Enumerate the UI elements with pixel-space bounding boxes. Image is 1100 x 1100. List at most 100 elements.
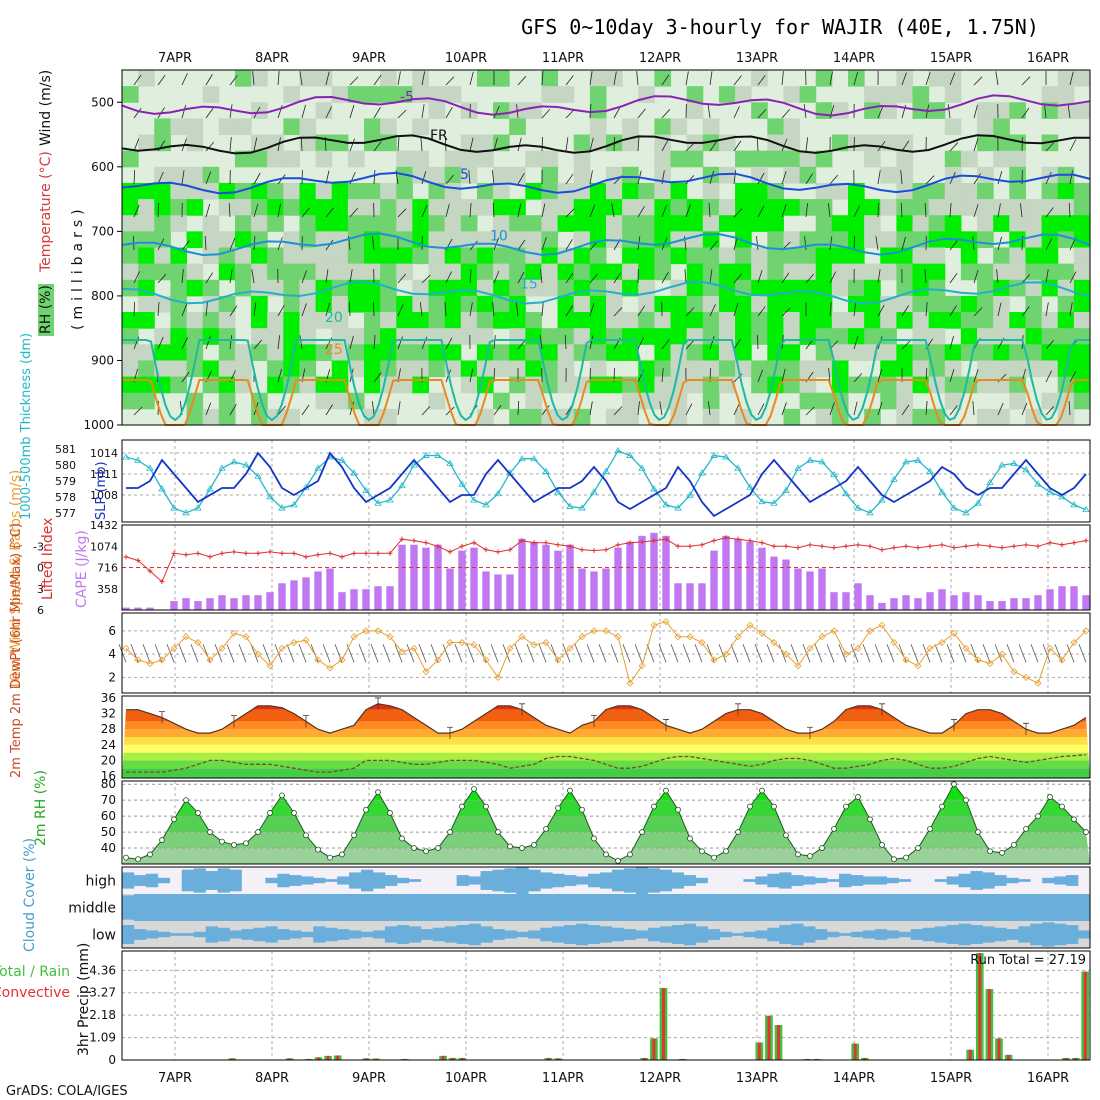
rh-cell	[122, 263, 139, 281]
rh-cell	[525, 408, 542, 426]
rh-cell	[364, 86, 381, 103]
rh-cell	[476, 295, 494, 313]
wind-barb	[325, 302, 330, 317]
wind-point	[158, 656, 166, 664]
rh-cell	[686, 150, 704, 168]
wind-point	[482, 656, 490, 664]
cloud-bar	[576, 876, 589, 885]
slp-tick: 1011	[90, 468, 118, 481]
wind-barb	[973, 76, 983, 86]
ytick-label: 24	[101, 738, 116, 752]
wind-barb	[972, 401, 975, 416]
rh-cell	[315, 102, 333, 119]
wind-barb	[252, 71, 255, 86]
rh-cell	[1009, 150, 1026, 168]
rh-cell	[896, 134, 914, 152]
rh-cell	[444, 166, 462, 184]
wind-barb	[973, 138, 979, 152]
rh-cell	[525, 392, 542, 410]
rh-point	[171, 816, 177, 823]
rh-cell	[928, 215, 946, 232]
cape-bar	[890, 598, 898, 610]
cape-bar	[758, 547, 766, 610]
wind-barb	[229, 305, 238, 317]
rh-cell	[880, 360, 897, 378]
rh-cell	[283, 328, 300, 345]
rh-cell	[977, 134, 994, 152]
rh-cell	[993, 360, 1010, 378]
rh-cell	[864, 295, 881, 313]
rh-cell	[993, 295, 1010, 313]
rh-cell	[267, 312, 284, 329]
rh-cell	[396, 215, 413, 232]
rh-cell	[880, 392, 897, 410]
thickness-point	[854, 504, 862, 511]
rh-cell	[460, 376, 478, 394]
wind-barb	[325, 106, 333, 119]
wind-barb	[709, 240, 718, 251]
cloud-bar	[839, 894, 852, 921]
wind-barb	[133, 138, 140, 152]
rh-cell	[1009, 247, 1026, 265]
rh-cell	[1057, 328, 1075, 345]
rh-cell	[993, 215, 1010, 232]
rh-cell	[138, 199, 155, 216]
cape-bar	[770, 556, 778, 610]
rh-cell	[880, 199, 897, 216]
rh-cell	[686, 215, 704, 232]
rh-cell	[718, 360, 736, 378]
date-label-bottom: 8APR	[255, 1071, 289, 1086]
rh-cell	[493, 344, 510, 361]
rh-cell	[1057, 102, 1075, 119]
cape-bar	[902, 595, 910, 610]
rh-cell	[218, 392, 236, 410]
wind-barb	[229, 237, 236, 251]
wind-barb	[853, 236, 856, 251]
wind-point	[1010, 668, 1018, 676]
temp-minmax	[1023, 722, 1029, 736]
wind-barb	[469, 71, 474, 86]
wind-barb	[541, 137, 544, 152]
rh-cell	[364, 215, 381, 232]
cloud-bar	[755, 930, 768, 939]
rh-cell	[1009, 215, 1026, 232]
wind-barb	[924, 203, 927, 218]
wind-barb	[757, 270, 763, 284]
rh-cell	[960, 182, 978, 200]
rh-cell	[573, 263, 591, 281]
wind-barb	[493, 105, 500, 119]
rh-cell	[154, 199, 171, 216]
rh-cell	[896, 166, 914, 184]
cape-bar	[362, 589, 370, 610]
cape-bar	[530, 541, 538, 610]
cloud-bar	[779, 894, 792, 921]
wind-barb	[829, 236, 833, 251]
rh-cell	[170, 199, 188, 216]
cloud-bar	[791, 923, 804, 946]
cloud-bar	[803, 926, 816, 943]
wind-barb	[204, 236, 207, 251]
cloud-bar	[659, 926, 673, 943]
cloud-bar	[181, 933, 195, 936]
cloud-bar	[910, 929, 923, 940]
wind-barb	[421, 104, 425, 119]
wind-point	[1070, 638, 1078, 647]
rh-cell	[315, 392, 333, 410]
wind-barb	[781, 368, 786, 383]
thickness-point	[698, 469, 706, 476]
cloud-bar	[468, 894, 481, 921]
temp-minmax	[591, 715, 597, 728]
wind-barb	[875, 236, 879, 251]
rh-cell	[170, 344, 188, 361]
wind-barb	[421, 71, 426, 86]
cloud-bar	[1078, 930, 1091, 939]
wind-barb	[707, 104, 711, 119]
rh-cell	[735, 215, 752, 232]
rh-cell	[718, 295, 736, 313]
rh-cell	[122, 392, 139, 410]
rh-cell	[977, 263, 994, 281]
rh-cell	[622, 199, 639, 216]
rh-cell	[428, 182, 446, 200]
wind-barb	[517, 76, 527, 86]
rh-cell	[218, 231, 236, 248]
